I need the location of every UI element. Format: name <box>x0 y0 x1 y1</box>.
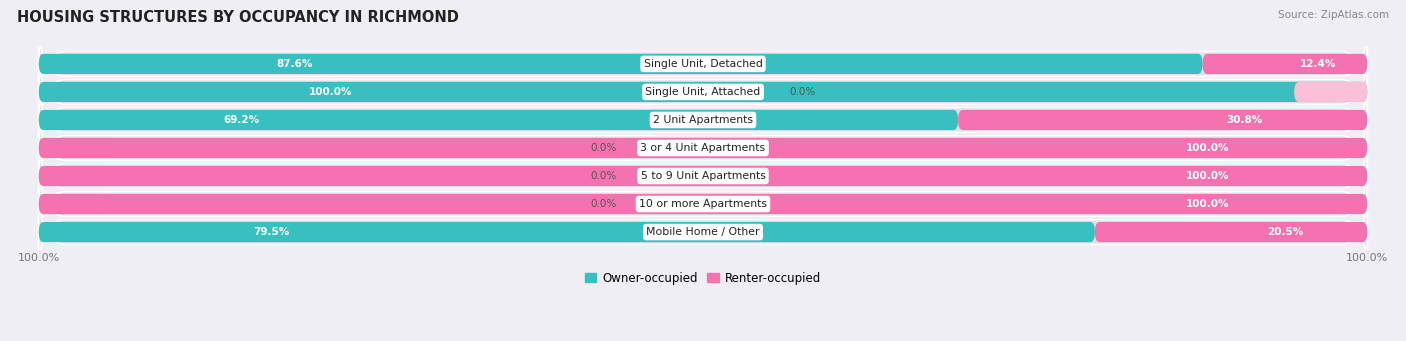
Text: 87.6%: 87.6% <box>277 59 314 69</box>
FancyBboxPatch shape <box>39 54 1202 74</box>
FancyBboxPatch shape <box>39 138 112 158</box>
Text: HOUSING STRUCTURES BY OCCUPANCY IN RICHMOND: HOUSING STRUCTURES BY OCCUPANCY IN RICHM… <box>17 10 458 25</box>
Text: 0.0%: 0.0% <box>591 171 617 181</box>
FancyBboxPatch shape <box>39 76 1367 164</box>
Text: Mobile Home / Other: Mobile Home / Other <box>647 227 759 237</box>
FancyBboxPatch shape <box>39 104 1367 192</box>
FancyBboxPatch shape <box>39 48 1367 136</box>
Text: 100.0%: 100.0% <box>309 87 353 97</box>
Text: 2 Unit Apartments: 2 Unit Apartments <box>652 115 754 125</box>
Text: 20.5%: 20.5% <box>1267 227 1303 237</box>
FancyBboxPatch shape <box>39 132 1367 220</box>
FancyBboxPatch shape <box>39 194 1367 214</box>
Text: 10 or more Apartments: 10 or more Apartments <box>638 199 768 209</box>
Text: 79.5%: 79.5% <box>253 227 290 237</box>
Text: 100.0%: 100.0% <box>1187 171 1230 181</box>
Text: 0.0%: 0.0% <box>591 199 617 209</box>
FancyBboxPatch shape <box>39 110 957 130</box>
FancyBboxPatch shape <box>39 188 1367 276</box>
Text: 0.0%: 0.0% <box>591 143 617 153</box>
Text: 0.0%: 0.0% <box>789 87 815 97</box>
FancyBboxPatch shape <box>39 222 1095 242</box>
FancyBboxPatch shape <box>39 82 1367 102</box>
Text: Single Unit, Attached: Single Unit, Attached <box>645 87 761 97</box>
FancyBboxPatch shape <box>1095 222 1367 242</box>
Text: 5 to 9 Unit Apartments: 5 to 9 Unit Apartments <box>641 171 765 181</box>
FancyBboxPatch shape <box>39 194 112 214</box>
FancyBboxPatch shape <box>39 138 1367 158</box>
FancyBboxPatch shape <box>39 160 1367 248</box>
Text: Single Unit, Detached: Single Unit, Detached <box>644 59 762 69</box>
FancyBboxPatch shape <box>957 110 1367 130</box>
FancyBboxPatch shape <box>39 20 1367 108</box>
FancyBboxPatch shape <box>39 166 112 186</box>
Text: 69.2%: 69.2% <box>224 115 259 125</box>
Text: 3 or 4 Unit Apartments: 3 or 4 Unit Apartments <box>641 143 765 153</box>
Text: 100.0%: 100.0% <box>1187 143 1230 153</box>
Text: 100.0%: 100.0% <box>1187 199 1230 209</box>
FancyBboxPatch shape <box>1294 82 1367 102</box>
Text: 12.4%: 12.4% <box>1299 59 1336 69</box>
Text: Source: ZipAtlas.com: Source: ZipAtlas.com <box>1278 10 1389 20</box>
Text: 30.8%: 30.8% <box>1226 115 1263 125</box>
FancyBboxPatch shape <box>39 166 1367 186</box>
FancyBboxPatch shape <box>1202 54 1367 74</box>
Legend: Owner-occupied, Renter-occupied: Owner-occupied, Renter-occupied <box>579 267 827 290</box>
